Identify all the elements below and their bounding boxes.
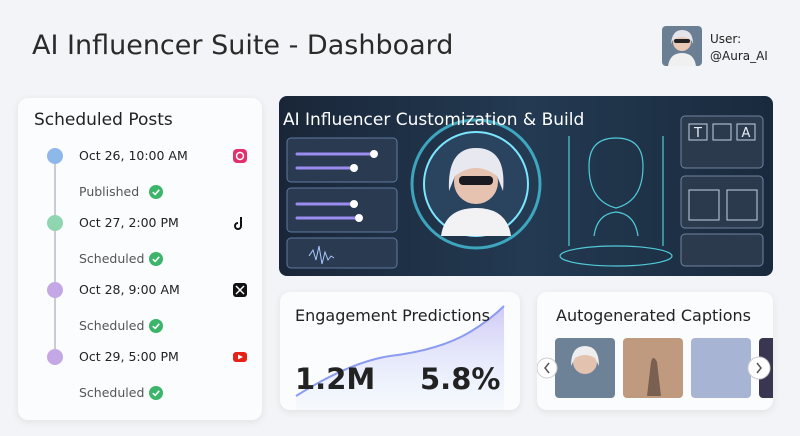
engagement-card: Engagement Predictions 1.2M 5.8%	[280, 292, 520, 410]
prev-button[interactable]	[537, 357, 558, 379]
post-status: Published	[79, 184, 140, 199]
check-icon	[148, 319, 163, 333]
next-button[interactable]	[747, 356, 771, 380]
caption-thumbnails	[537, 338, 773, 398]
post-datetime[interactable]: Oct 29, 5:00 PM	[79, 349, 179, 364]
user-label: User:	[710, 32, 742, 46]
check-icon	[148, 252, 163, 266]
card-title: Engagement Predictions	[295, 306, 490, 325]
timeline-dot	[47, 148, 63, 164]
status-check	[148, 385, 163, 400]
timeline-dot	[47, 215, 63, 231]
card-title: Scheduled Posts	[34, 110, 173, 130]
card-title: Autogenerated Captions	[556, 306, 751, 325]
status-check	[148, 184, 163, 199]
metric-value: 1.2M	[295, 362, 376, 396]
post-datetime[interactable]: Oct 28, 9:00 AM	[79, 282, 180, 297]
user-info: User: @Aura_AI	[710, 31, 768, 65]
timeline-dot	[47, 282, 63, 298]
platform-icon	[232, 282, 248, 298]
platform-icon-svg	[234, 217, 242, 230]
post-status: Scheduled	[79, 385, 145, 400]
captions-card: Autogenerated Captions	[537, 292, 773, 410]
check-icon	[148, 185, 163, 199]
engagement-curve	[295, 305, 505, 410]
platform-icon	[232, 215, 248, 231]
post-status: Scheduled	[79, 251, 145, 266]
platform-icon	[232, 349, 248, 365]
post-datetime[interactable]: Oct 27, 2:00 PM	[79, 215, 179, 230]
panel-title: AI Influencer Customization & Build	[283, 110, 585, 130]
customization-panel: T A AI Influencer Customization & Build	[279, 96, 773, 276]
page-title: AI Influencer Suite - Dashboard	[32, 30, 454, 61]
status-check	[148, 318, 163, 333]
post-datetime[interactable]: Oct 26, 10:00 AM	[79, 148, 188, 163]
username: @Aura_AI	[710, 49, 768, 63]
post-status: Scheduled	[79, 318, 145, 333]
platform-icon-svg	[233, 149, 247, 163]
user-avatar[interactable]	[662, 26, 702, 66]
platform-icon-svg	[233, 352, 247, 362]
timeline-dot	[47, 349, 63, 365]
check-icon	[148, 386, 163, 400]
platform-icon	[232, 148, 248, 164]
timeline-line	[54, 158, 56, 358]
tool-label[interactable]: T	[693, 126, 702, 141]
tool-label[interactable]: A	[742, 126, 751, 141]
platform-icon-svg	[233, 283, 247, 297]
customization-art: T A	[286, 115, 764, 269]
status-check	[148, 251, 163, 266]
metric-value: 5.8%	[420, 362, 501, 396]
scheduled-posts-card: Scheduled Posts Oct 26, 10:00 AM Publishe…	[18, 98, 262, 420]
